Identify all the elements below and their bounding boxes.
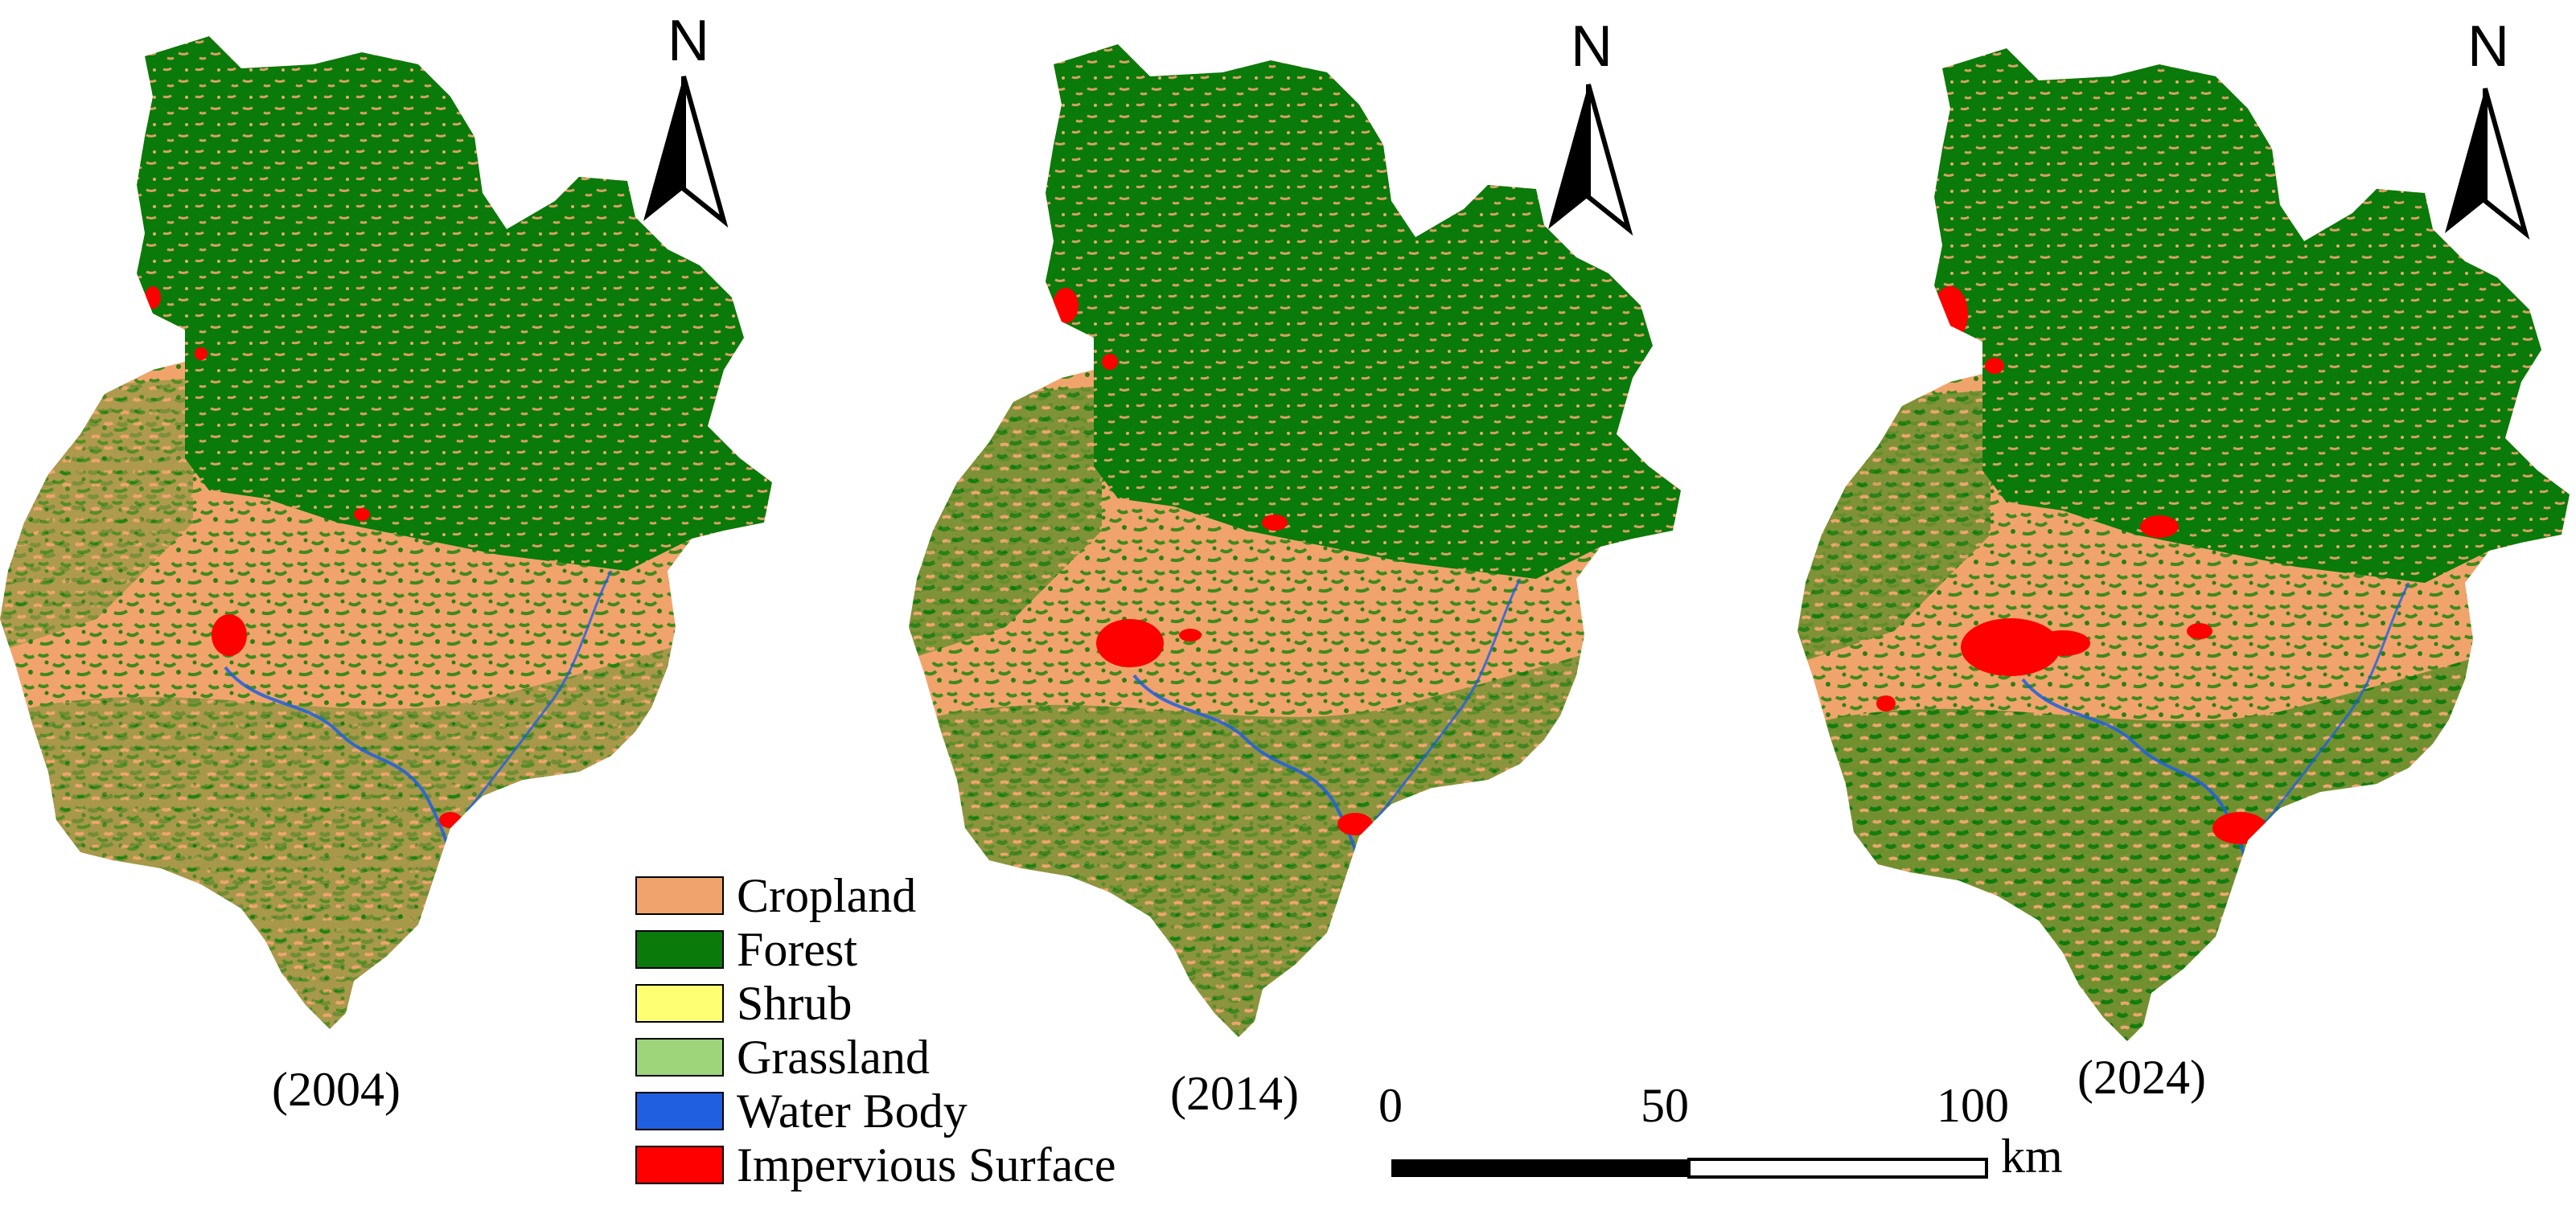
legend-swatch bbox=[635, 1091, 724, 1130]
legend-item-forest: Forest bbox=[635, 922, 1116, 976]
impervious-patch bbox=[1961, 618, 2060, 676]
impervious-patch bbox=[1102, 354, 1118, 370]
scale-tick-100: 100 bbox=[1937, 1079, 2009, 1132]
north-label: N bbox=[668, 9, 709, 73]
impervious-patch bbox=[1933, 286, 1968, 341]
legend-swatch bbox=[635, 983, 724, 1023]
scale-bar-black-segment bbox=[1391, 1159, 1689, 1177]
river-line bbox=[1374, 578, 1522, 821]
impervious-patch bbox=[2036, 630, 2090, 656]
year-label-2024: (2024) bbox=[2077, 1051, 2206, 1104]
legend-item-water-body: Water Body bbox=[635, 1084, 1116, 1138]
legend-swatch bbox=[635, 876, 724, 915]
legend-label: Forest bbox=[737, 922, 857, 976]
impervious-patch bbox=[1096, 619, 1164, 667]
scale-unit: km bbox=[2001, 1130, 2063, 1183]
impervious-patch bbox=[1337, 813, 1373, 835]
map-2024 bbox=[1797, 48, 2570, 1041]
map-2014 bbox=[909, 44, 1681, 1037]
impervious-patch bbox=[354, 508, 370, 521]
river-line bbox=[465, 570, 613, 813]
impervious-patch bbox=[1179, 629, 1202, 642]
north-arrow-icon bbox=[2445, 88, 2530, 240]
impervious-patch bbox=[2140, 515, 2179, 538]
impervious-patch bbox=[1053, 288, 1078, 323]
scale-bar bbox=[1391, 1158, 1988, 1179]
legend-item-shrub: Shrub bbox=[635, 976, 1116, 1030]
river-line bbox=[2021, 678, 2252, 913]
north-label: N bbox=[2467, 14, 2509, 79]
impervious-patch bbox=[439, 812, 462, 828]
scale-tick-50: 50 bbox=[1641, 1079, 1689, 1132]
impervious-patch bbox=[145, 286, 161, 309]
impervious-patch bbox=[2187, 623, 2212, 639]
year-label-2004: (2004) bbox=[272, 1063, 401, 1116]
forest-region bbox=[1046, 44, 1681, 579]
forest-region bbox=[1934, 48, 2570, 583]
legend-label: Cropland bbox=[737, 868, 917, 922]
impervious-patch bbox=[1876, 695, 1896, 712]
impervious-patch bbox=[2212, 812, 2267, 844]
river-line bbox=[1132, 674, 1363, 909]
legend-label: Shrub bbox=[737, 976, 853, 1030]
north-arrow-icon bbox=[1548, 84, 1633, 236]
north-label: N bbox=[1571, 14, 1613, 79]
north-arrow-icon bbox=[643, 76, 729, 228]
legend-label: Grassland bbox=[737, 1030, 930, 1084]
legend-label: Impervious Surface bbox=[737, 1138, 1116, 1191]
legend-item-cropland: Cropland bbox=[635, 868, 1116, 922]
scale-bar-white-segment bbox=[1687, 1158, 1988, 1179]
impervious-patch bbox=[195, 347, 207, 360]
legend-swatch bbox=[635, 1145, 724, 1184]
impervious-patch bbox=[1985, 358, 2004, 374]
forest-region bbox=[137, 36, 772, 571]
river-line bbox=[224, 666, 454, 901]
legend-swatch bbox=[635, 1037, 724, 1077]
impervious-patch bbox=[1262, 515, 1288, 531]
legend-label: Water Body bbox=[737, 1084, 968, 1138]
legend-item-grassland: Grassland bbox=[635, 1030, 1116, 1084]
river-line bbox=[2262, 582, 2410, 825]
legend-swatch bbox=[635, 929, 724, 969]
scale-tick-0: 0 bbox=[1378, 1079, 1403, 1132]
legend: Cropland Forest Shrub Grassland Water Bo… bbox=[635, 868, 1116, 1191]
impervious-patch bbox=[212, 614, 247, 656]
legend-item-impervious-surface: Impervious Surface bbox=[635, 1138, 1116, 1191]
year-label-2014: (2014) bbox=[1170, 1067, 1299, 1120]
